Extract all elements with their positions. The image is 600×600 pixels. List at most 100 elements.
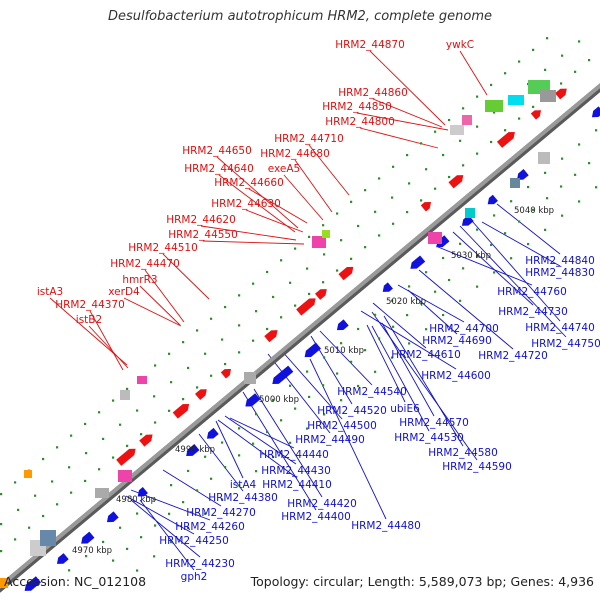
forward-gene-label[interactable]: HRM2_44470 — [110, 258, 180, 270]
reverse-gene-label[interactable]: HRM2_44420 — [287, 498, 357, 510]
forward-gene-label[interactable]: istB2 — [76, 314, 102, 326]
forward-gene-label[interactable]: HRM2_44710 — [274, 133, 344, 145]
reverse-gene-label[interactable]: HRM2_44590 — [442, 461, 512, 473]
reverse-gene-label[interactable]: HRM2_44840 — [525, 255, 595, 267]
reverse-gene-arrow[interactable] — [54, 553, 69, 567]
reverse-gene-label[interactable]: HRM2_44580 — [428, 447, 498, 459]
reverse-gene-arrow[interactable] — [334, 319, 349, 333]
forward-gene-arrow[interactable] — [338, 264, 355, 281]
reverse-gene-arrow[interactable] — [243, 393, 261, 409]
forward-gene-label[interactable]: HRM2_44860 — [338, 87, 408, 99]
feature-block[interactable] — [40, 530, 56, 546]
forward-gene-label[interactable]: HRM2_44640 — [184, 163, 254, 175]
reverse-gene-arrow[interactable] — [104, 511, 119, 525]
reverse-gene-label[interactable]: HRM2_44730 — [498, 306, 568, 318]
forward-gene-label[interactable]: hmrR3 — [122, 274, 157, 286]
feature-block[interactable] — [244, 372, 256, 384]
reverse-gene-label[interactable]: HRM2_44520 — [317, 405, 387, 417]
feature-block[interactable] — [95, 488, 109, 498]
forward-gene-arrow[interactable] — [116, 446, 138, 466]
reverse-gene-arrow[interactable] — [380, 282, 393, 295]
forward-gene-label[interactable]: exeA5 — [268, 163, 301, 175]
feature-block[interactable] — [322, 230, 330, 238]
reverse-gene-arrow[interactable] — [302, 342, 322, 360]
feature-block[interactable] — [465, 208, 475, 218]
forward-gene-arrow[interactable] — [315, 286, 329, 300]
reverse-gene-label[interactable]: HRM2_44270 — [186, 507, 256, 519]
reverse-gene-label[interactable]: HRM2_44600 — [421, 370, 491, 382]
feature-block[interactable] — [137, 376, 147, 384]
reverse-gene-arrow[interactable] — [485, 194, 498, 208]
reverse-gene-label[interactable]: HRM2_44380 — [208, 492, 278, 504]
reverse-gene-label[interactable]: HRM2_44430 — [261, 465, 331, 477]
forward-gene-arrow[interactable] — [195, 386, 209, 401]
feature-block[interactable] — [538, 152, 550, 164]
feature-block[interactable] — [450, 125, 464, 135]
reverse-gene-label[interactable]: HRM2_44410 — [262, 479, 332, 491]
feature-block[interactable] — [118, 470, 132, 482]
forward-gene-label[interactable]: HRM2_44800 — [325, 116, 395, 128]
feature-block[interactable] — [120, 390, 130, 400]
reverse-gene-label[interactable]: HRM2_44230 — [165, 558, 235, 570]
reverse-gene-arrow[interactable] — [408, 255, 426, 271]
forward-gene-arrow[interactable] — [220, 366, 234, 379]
forward-gene-arrow[interactable] — [172, 401, 192, 419]
reverse-gene-label[interactable]: HRM2_44720 — [478, 350, 548, 362]
reverse-gene-arrow[interactable] — [434, 235, 450, 250]
feature-block[interactable] — [540, 90, 556, 102]
forward-gene-arrow[interactable] — [296, 295, 318, 316]
reverse-gene-label[interactable]: ubiE6 — [390, 403, 420, 415]
reverse-gene-arrow[interactable] — [22, 576, 42, 594]
reverse-gene-arrow[interactable] — [135, 486, 148, 500]
forward-gene-label[interactable]: istA3 — [37, 286, 63, 298]
reverse-gene-label[interactable]: gph2 — [181, 571, 208, 583]
reverse-gene-arrow[interactable] — [589, 106, 600, 120]
reverse-gene-label[interactable]: HRM2_44540 — [337, 386, 407, 398]
reverse-gene-arrow[interactable] — [514, 169, 529, 183]
forward-gene-label[interactable]: HRM2_44620 — [166, 214, 236, 226]
reverse-gene-arrow[interactable] — [184, 443, 200, 459]
reverse-gene-label[interactable]: HRM2_44440 — [259, 449, 329, 461]
reverse-gene-label[interactable]: HRM2_44750 — [531, 338, 600, 350]
forward-gene-arrow[interactable] — [555, 86, 569, 100]
feature-block[interactable] — [510, 178, 520, 188]
reverse-gene-label[interactable]: HRM2_44250 — [159, 535, 229, 547]
forward-gene-arrow[interactable] — [496, 129, 517, 148]
forward-gene-label[interactable]: HRM2_44550 — [168, 229, 238, 241]
forward-gene-arrow[interactable] — [264, 327, 280, 343]
reverse-gene-label[interactable]: HRM2_44760 — [497, 286, 567, 298]
forward-gene-arrow[interactable] — [530, 107, 544, 120]
feature-block[interactable] — [462, 115, 472, 125]
forward-gene-label[interactable]: HRM2_44650 — [182, 145, 252, 157]
feature-block[interactable] — [24, 470, 32, 478]
feature-block[interactable] — [0, 578, 8, 588]
reverse-gene-label[interactable]: HRM2_44490 — [295, 434, 365, 446]
reverse-gene-label[interactable]: HRM2_44570 — [399, 417, 469, 429]
forward-gene-arrow[interactable] — [420, 199, 434, 212]
reverse-gene-label[interactable]: HRM2_44700 — [429, 323, 499, 335]
forward-gene-arrow[interactable] — [139, 431, 155, 447]
reverse-gene-label[interactable]: HRM2_44690 — [422, 335, 492, 347]
feature-block[interactable] — [312, 236, 326, 248]
forward-gene-label[interactable]: HRM2_44630 — [211, 198, 281, 210]
feature-block[interactable] — [508, 95, 524, 105]
forward-gene-label[interactable]: xerD4 — [108, 286, 140, 298]
reverse-gene-label[interactable]: istA4 — [230, 479, 257, 491]
forward-gene-label[interactable]: HRM2_44680 — [260, 148, 330, 160]
forward-gene-label[interactable]: ywkC — [446, 39, 474, 51]
reverse-gene-label[interactable]: HRM2_44530 — [394, 432, 464, 444]
feature-block[interactable] — [428, 232, 442, 244]
reverse-gene-label[interactable]: HRM2_44830 — [525, 267, 595, 279]
forward-gene-label[interactable]: HRM2_44660 — [214, 177, 284, 189]
reverse-gene-label[interactable]: HRM2_44500 — [307, 420, 377, 432]
reverse-gene-label[interactable]: HRM2_44400 — [281, 511, 351, 523]
reverse-gene-arrow[interactable] — [204, 427, 219, 442]
forward-gene-label[interactable]: HRM2_44510 — [128, 242, 198, 254]
reverse-gene-label[interactable]: HRM2_44480 — [351, 520, 421, 532]
forward-gene-arrow[interactable] — [448, 172, 465, 189]
reverse-gene-label[interactable]: HRM2_44740 — [525, 322, 595, 334]
feature-block[interactable] — [485, 100, 503, 112]
forward-gene-label[interactable]: HRM2_44850 — [322, 101, 392, 113]
reverse-gene-label[interactable]: HRM2_44610 — [391, 349, 461, 361]
reverse-gene-arrow[interactable] — [79, 531, 95, 547]
